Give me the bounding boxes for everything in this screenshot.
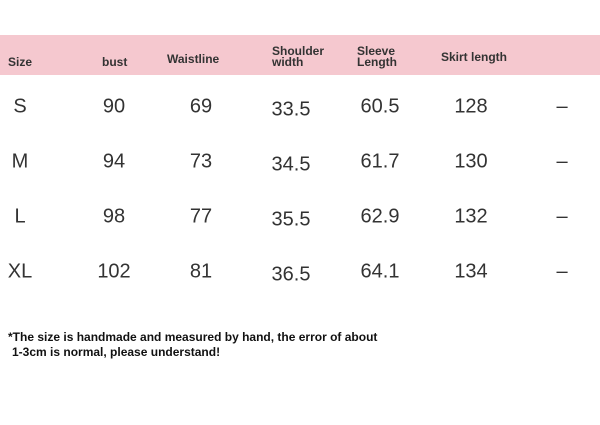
table-cell: 130 <box>454 150 488 173</box>
table-cell: 134 <box>454 260 488 283</box>
header-band <box>0 35 600 75</box>
table-cell: – <box>556 260 568 283</box>
table-cell: 64.1 <box>360 260 400 283</box>
table-cell: 69 <box>189 95 213 118</box>
header-cell: bust <box>102 55 128 69</box>
footnote: *The size is handmade and measured by ha… <box>8 330 378 344</box>
table-cell: 36.5 <box>271 263 311 286</box>
header-cell: Length <box>357 55 397 69</box>
table-cell: 34.5 <box>271 153 311 176</box>
header-cell: Skirt length <box>441 50 508 64</box>
table-cell: XL <box>7 260 33 283</box>
table-cell: 35.5 <box>271 208 311 231</box>
footnote: 1-3cm is normal, please understand! <box>12 345 221 359</box>
table-cell: 98 <box>102 205 126 228</box>
header-cell: Waistline <box>167 52 220 66</box>
table-cell: 90 <box>102 95 126 118</box>
header-cell: Size <box>8 55 33 69</box>
table-cell: L <box>14 205 26 228</box>
table-cell: – <box>556 95 568 118</box>
table-cell: 33.5 <box>271 98 311 121</box>
table-cell: 102 <box>97 260 131 283</box>
table-cell: 81 <box>189 260 213 283</box>
table-cell: M <box>11 150 29 173</box>
table-cell: – <box>556 205 568 228</box>
header-cell: width <box>272 55 304 69</box>
table-cell: S <box>13 95 27 118</box>
header-cell: Sleeve <box>357 44 396 58</box>
table-cell: 61.7 <box>360 150 400 173</box>
table-cell: 73 <box>189 150 213 173</box>
table-cell: 77 <box>189 205 213 228</box>
table-cell: 132 <box>454 205 488 228</box>
table-cell: 94 <box>102 150 126 173</box>
table-cell: 128 <box>454 95 488 118</box>
table-cell: 60.5 <box>360 95 400 118</box>
table-cell: 62.9 <box>360 205 400 228</box>
table-cell: – <box>556 150 568 173</box>
header-cell: Shoulder <box>272 44 325 58</box>
